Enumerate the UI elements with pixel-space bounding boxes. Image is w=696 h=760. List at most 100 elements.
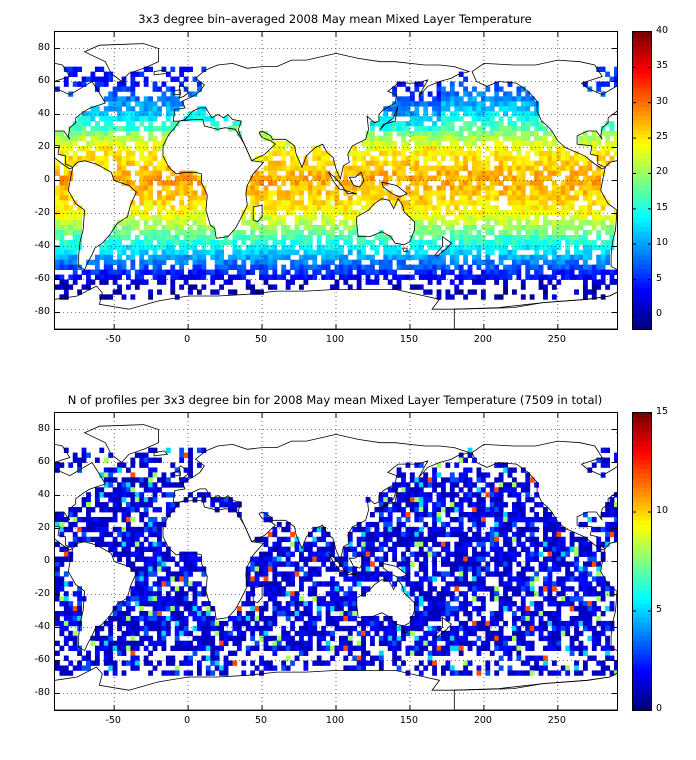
bin-cell — [578, 601, 584, 607]
bin-cell — [525, 576, 531, 582]
bin-cell — [529, 195, 535, 201]
bin-cell — [600, 205, 606, 211]
bin-cell — [303, 571, 309, 577]
bin-cell — [161, 96, 167, 102]
bin-cell — [511, 225, 517, 231]
bin-cell — [427, 264, 433, 270]
bin-cell — [361, 180, 366, 186]
bin-cell — [108, 531, 114, 538]
bin-cell — [294, 259, 300, 266]
bin-cell — [503, 487, 508, 493]
bin-cell — [201, 205, 207, 211]
bin-cell — [148, 294, 154, 300]
bin-cell — [281, 190, 287, 196]
bin-cell — [543, 254, 548, 261]
bin-cell — [436, 289, 442, 295]
bin-cell — [520, 96, 526, 102]
bin-cell — [179, 225, 185, 231]
bin-cell — [596, 150, 602, 157]
bin-cell — [139, 492, 145, 498]
bin-cell — [219, 244, 224, 251]
bin-cell — [236, 274, 242, 280]
bin-cell — [152, 225, 158, 231]
bin-cell — [352, 185, 358, 191]
bin-cell — [134, 185, 140, 191]
bin-cell — [55, 170, 60, 176]
bin-cell — [463, 91, 469, 97]
bin-cell — [148, 121, 154, 127]
bin-cell — [574, 230, 579, 236]
bin-cell — [578, 180, 584, 186]
bin-cell — [538, 225, 544, 231]
bin-cell — [516, 230, 522, 236]
bin-cell — [534, 576, 540, 582]
bin-cell — [330, 561, 335, 567]
bin-cell — [409, 205, 415, 211]
bin-cell — [529, 521, 535, 528]
bin-cell — [125, 482, 131, 488]
bin-cell — [285, 606, 291, 612]
bin-cell — [591, 145, 597, 152]
lat-tick-label: 0 — [43, 173, 50, 185]
bin-cell — [72, 512, 78, 518]
bin-cell — [294, 274, 300, 280]
bin-cell — [480, 116, 486, 122]
bin-cell — [503, 234, 508, 241]
bin-cell — [281, 175, 287, 181]
bin-cell — [480, 160, 486, 167]
bin-cell — [441, 116, 446, 122]
bin-cell — [476, 492, 482, 498]
bin-cell — [458, 556, 464, 562]
bin-cell — [236, 249, 242, 256]
bin-cell — [316, 200, 322, 206]
bin-cell — [250, 180, 256, 186]
bin-cell — [525, 546, 531, 552]
bin-cell — [467, 106, 473, 112]
bin-cell — [392, 551, 398, 557]
bin-cell — [476, 111, 482, 117]
bin-cell — [489, 205, 495, 211]
bin-cell — [254, 225, 260, 231]
bin-cell — [94, 269, 100, 275]
bin-cell — [432, 190, 437, 196]
bin-cell — [605, 526, 611, 533]
bin-cell — [77, 601, 83, 607]
bin-cell — [152, 215, 158, 221]
bin-cell — [436, 234, 442, 241]
bin-cell — [578, 185, 584, 191]
bin-cell — [343, 601, 349, 607]
bin-cell — [516, 160, 522, 167]
bin-cell — [86, 155, 91, 162]
bin-cell — [458, 576, 464, 582]
colorbar-segment — [633, 134, 651, 140]
bin-cell — [374, 274, 380, 280]
bin-cell — [436, 507, 442, 513]
bin-cell — [117, 289, 122, 295]
bin-cell — [143, 591, 149, 597]
bin-cell — [361, 561, 366, 567]
bin-cell — [405, 106, 411, 112]
bin-cell — [414, 571, 420, 577]
bin-cell — [600, 512, 606, 518]
bin-cell — [516, 195, 522, 201]
bin-cell — [259, 561, 264, 567]
bin-cell — [347, 536, 353, 543]
bin-cell — [511, 126, 517, 132]
bin-cell — [157, 531, 162, 538]
bin-cell — [480, 195, 486, 201]
bin-cell — [485, 160, 491, 167]
bin-cell — [299, 165, 304, 171]
colorbar-segment — [633, 152, 651, 158]
bin-cell — [143, 81, 149, 87]
bin-cell — [427, 220, 433, 226]
bin-cell — [449, 131, 455, 137]
bin-cell — [103, 76, 109, 82]
bin-cell — [427, 190, 433, 196]
bin-cell — [534, 116, 540, 122]
bin-cell — [543, 576, 548, 582]
bin-cell — [409, 487, 415, 493]
bin-cell — [387, 279, 393, 285]
bin-cell — [121, 96, 127, 102]
bin-cell — [396, 526, 402, 533]
bin-cell — [525, 140, 531, 147]
